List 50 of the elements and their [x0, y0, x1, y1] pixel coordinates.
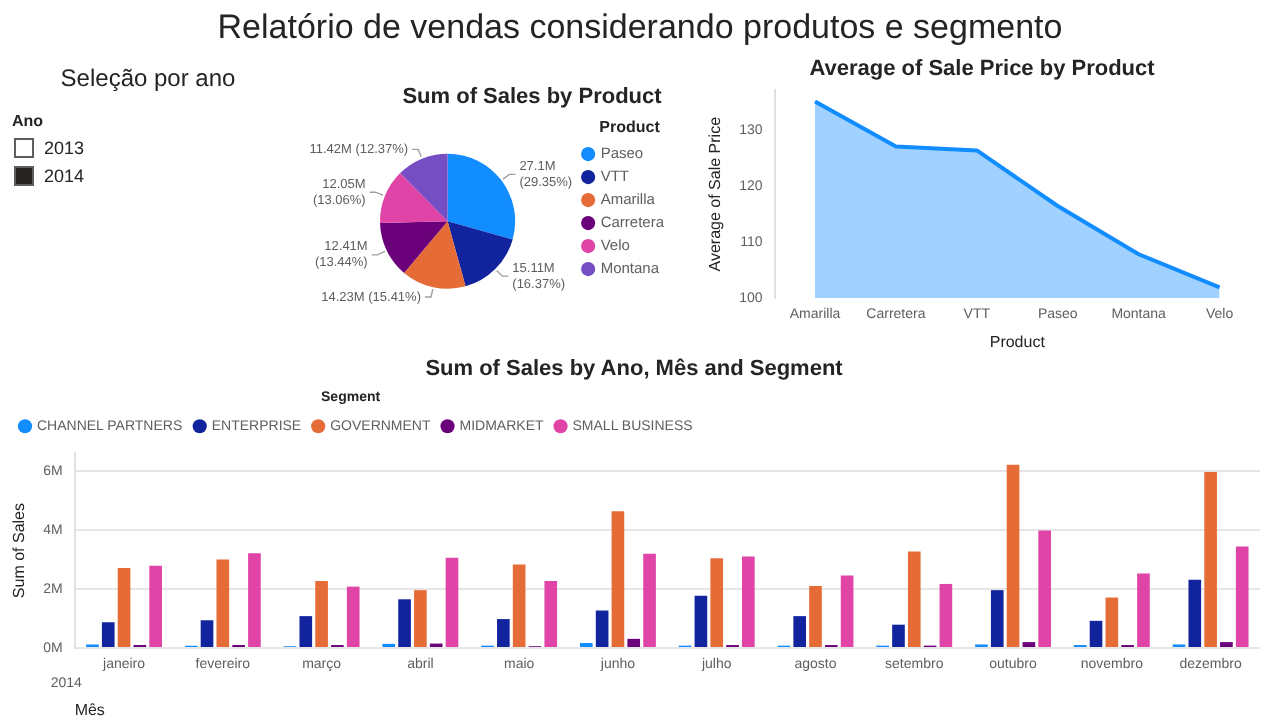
text: Relatório de vendas considerando produtos e segmento [215, 8, 1065, 48]
bar [627, 638, 641, 647]
bar [710, 558, 724, 647]
category-label: 2014 [44, 166, 85, 186]
x-axis-title: Mês [74, 700, 105, 719]
text: Seleção por ano [58, 64, 238, 92]
y-axis-title: Average of Sale Price [706, 115, 725, 272]
bar [1038, 530, 1051, 647]
y-axis-title: Sum of Sales [10, 503, 29, 599]
bar [1105, 597, 1119, 647]
bar [315, 581, 328, 647]
bar [990, 590, 1004, 647]
bar [643, 553, 656, 647]
legend-title: Ano [12, 112, 46, 130]
bar [1137, 573, 1150, 647]
bar [1235, 546, 1249, 647]
bar [200, 620, 214, 647]
bar [149, 565, 162, 647]
bar [414, 590, 427, 647]
bar [595, 610, 609, 647]
bar [1204, 472, 1217, 647]
bar [793, 616, 807, 647]
bar [892, 624, 905, 647]
bar [1089, 620, 1103, 647]
bar [117, 568, 131, 647]
bar [939, 583, 953, 647]
bar [216, 559, 230, 647]
bar [248, 553, 261, 647]
bar [840, 575, 854, 647]
bar [445, 557, 459, 647]
bar [907, 551, 921, 647]
bar [497, 619, 510, 647]
chart-title: Sum of Sales by Product [402, 85, 663, 110]
bar [809, 586, 822, 647]
bar [346, 586, 360, 647]
bar [512, 564, 526, 647]
bar [398, 599, 411, 647]
bar [544, 581, 558, 647]
bar [101, 622, 115, 647]
bar [694, 595, 708, 647]
chart-title: Average of Sale Price by Product [809, 57, 1156, 82]
x-axis-title: Product [989, 332, 1047, 351]
category-label: 2013 [44, 138, 85, 158]
bar [1006, 464, 1020, 647]
chart-title: Sum of Sales by Ano, Mês and Segment [425, 357, 844, 382]
bar [742, 556, 755, 647]
bar [1188, 579, 1202, 647]
bar [299, 616, 313, 647]
legend-title: Product [599, 117, 661, 136]
bar [611, 511, 625, 647]
